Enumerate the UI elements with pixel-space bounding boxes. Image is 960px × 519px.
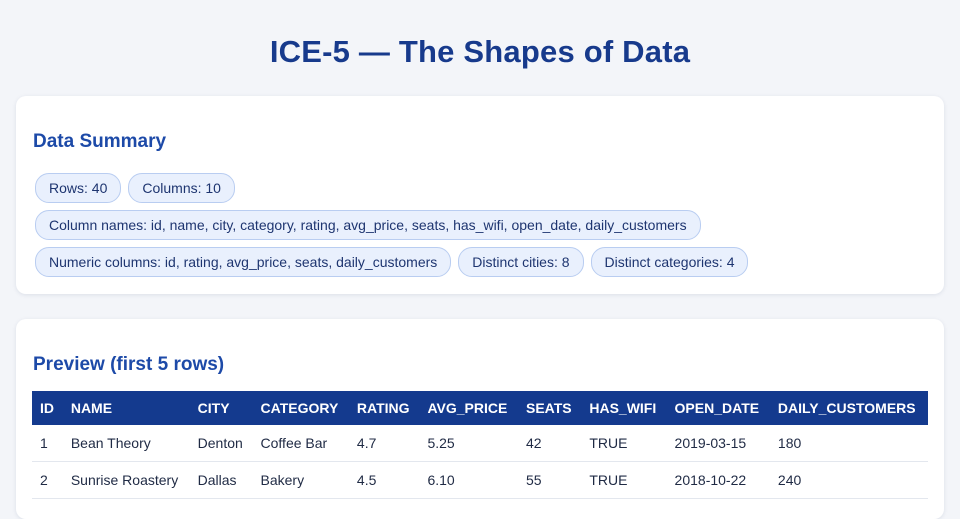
preview-heading: Preview (first 5 rows) bbox=[33, 354, 225, 375]
cell-category: Coffee Bar bbox=[252, 425, 349, 462]
chip-row: Rows: 40 Columns: 10 bbox=[35, 173, 748, 203]
cell-id: 1 bbox=[32, 425, 63, 462]
cell-avg-price: 6.10 bbox=[419, 461, 518, 499]
table-header-row: ID NAME CITY CATEGORY RATING AVG_PRICE S… bbox=[32, 391, 928, 425]
chip-row: Column names: id, name, city, category, … bbox=[35, 210, 748, 240]
cell-has-wifi: TRUE bbox=[581, 461, 667, 499]
cell-open-date: 2018-10-22 bbox=[666, 461, 770, 499]
rows-chip: Rows: 40 bbox=[35, 173, 122, 203]
header-seats: SEATS bbox=[525, 400, 572, 416]
cell-has-wifi: TRUE bbox=[581, 425, 667, 462]
column-names-chip: Column names: id, name, city, category, … bbox=[35, 210, 701, 240]
cell-name: Sunrise Roastery bbox=[62, 461, 190, 499]
cell-rating: 4.5 bbox=[348, 461, 420, 499]
preview-card: Preview (first 5 rows) ID NAME CITY CATE… bbox=[16, 319, 944, 519]
cell-avg-price: 5.25 bbox=[419, 425, 518, 462]
cell-city: Dallas bbox=[189, 461, 253, 499]
header-avg-price: AVG_PRICE bbox=[427, 400, 508, 416]
table-row: 1 Bean Theory Denton Coffee Bar 4.7 5.25… bbox=[32, 425, 928, 462]
cell-name: Bean Theory bbox=[62, 425, 190, 462]
data-summary-card: Data Summary Rows: 40 Columns: 10 Column… bbox=[16, 96, 944, 294]
distinct-cities-chip: Distinct cities: 8 bbox=[458, 247, 584, 277]
columns-chip: Columns: 10 bbox=[128, 173, 235, 203]
distinct-categories-chip: Distinct categories: 4 bbox=[590, 247, 749, 277]
cell-id: 2 bbox=[32, 461, 63, 499]
cell-open-date: 2019-03-15 bbox=[666, 425, 770, 462]
header-name: NAME bbox=[70, 400, 113, 416]
cell-daily-customers: 240 bbox=[769, 461, 928, 499]
cell-seats: 42 bbox=[517, 425, 582, 462]
numeric-columns-chip: Numeric columns: id, rating, avg_price, … bbox=[35, 247, 452, 277]
cell-rating: 4.7 bbox=[348, 425, 420, 462]
chip-row: Numeric columns: id, rating, avg_price, … bbox=[35, 247, 749, 277]
preview-table: ID NAME CITY CATEGORY RATING AVG_PRICE S… bbox=[32, 391, 928, 499]
header-daily-customers: DAILY_CUSTOMERS bbox=[777, 400, 916, 416]
header-city: CITY bbox=[197, 400, 230, 416]
table-row: 2 Sunrise Roastery Dallas Bakery 4.5 6.1… bbox=[32, 461, 928, 499]
header-rating: RATING bbox=[356, 400, 410, 416]
data-summary-heading: Data Summary bbox=[33, 131, 167, 152]
cell-daily-customers: 180 bbox=[769, 425, 928, 462]
header-open-date: OPEN_DATE bbox=[674, 400, 760, 416]
header-category: CATEGORY bbox=[260, 400, 339, 416]
cell-seats: 55 bbox=[517, 461, 582, 499]
summary-chips: Rows: 40 Columns: 10 Column names: id, n… bbox=[35, 173, 749, 284]
cell-city: Denton bbox=[189, 425, 253, 462]
cell-category: Bakery bbox=[252, 461, 349, 499]
header-id: ID bbox=[40, 400, 54, 416]
header-has-wifi: HAS_WIFI bbox=[589, 400, 657, 416]
page-title: ICE-5 — The Shapes of Data bbox=[269, 34, 691, 69]
